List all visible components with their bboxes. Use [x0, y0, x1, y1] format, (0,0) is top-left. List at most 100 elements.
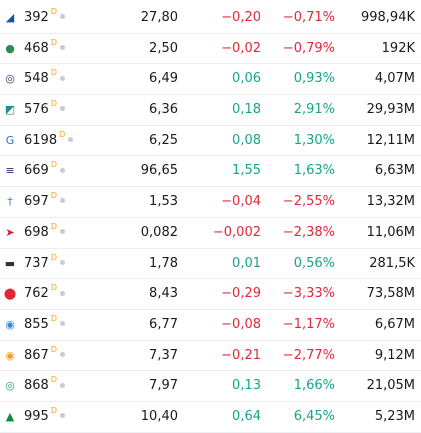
ticker-code[interactable]: 576 — [24, 102, 49, 118]
stock-table: ◢ 392 D 27,80 −0,20 −0,71% 998,94K ● 468 D 2,50 −0… — [0, 3, 421, 433]
ticker-code[interactable]: 6198 — [24, 132, 58, 148]
price-change: −0,04 — [221, 194, 261, 210]
delayed-badge: D — [50, 37, 57, 47]
table-row[interactable]: ◎ 868 D 7,97 0,13 1,66% 21,05M — [0, 371, 421, 402]
last-price: 8,43 — [149, 286, 178, 302]
green-drop-logo-icon: ● — [5, 41, 15, 55]
status-dot-icon — [60, 75, 65, 81]
ticker-code[interactable]: 737 — [24, 255, 49, 271]
status-dot-icon — [60, 14, 65, 20]
table-row[interactable]: G 6198 D 6,25 0,08 1,30% 12,11M — [0, 126, 421, 157]
price-change: −0,21 — [221, 347, 261, 363]
percent-change: 0,93% — [293, 71, 335, 87]
table-row[interactable]: ◉ 867 D 7,37 −0,21 −2,77% 9,12M — [0, 341, 421, 372]
table-row[interactable]: ◩ 576 D 6,36 0,18 2,91% 29,93M — [0, 95, 421, 126]
ticker-code[interactable]: 995 — [24, 408, 49, 424]
volume: 998,94K — [360, 10, 415, 25]
ticker-code[interactable]: 468 — [24, 40, 49, 56]
blue-eye-logo-icon: ◉ — [5, 317, 15, 331]
status-dot-icon — [60, 106, 65, 112]
ticker-code[interactable]: 868 — [24, 378, 49, 394]
percent-change: −2,77% — [282, 347, 335, 363]
volume: 11,06M — [366, 224, 415, 240]
table-row[interactable]: ➤ 698 D 0,082 −0,002 −2,38% 11,06M — [0, 218, 421, 249]
ticker-code[interactable]: 392 — [24, 10, 49, 25]
ticker-code[interactable]: 669 — [24, 163, 49, 179]
delayed-badge: D — [50, 405, 57, 415]
ticker-cell[interactable]: 548 D — [24, 64, 65, 94]
percent-change: 1,30% — [293, 132, 335, 148]
ticker-cell[interactable]: 762 D — [24, 279, 65, 309]
price-change: 0,64 — [232, 408, 261, 424]
ticker-code[interactable]: 855 — [24, 316, 49, 332]
delayed-badge: D — [50, 375, 57, 385]
delayed-badge: D — [50, 252, 57, 262]
status-dot-icon — [60, 382, 65, 388]
ticker-cell[interactable]: 468 D — [24, 34, 65, 64]
delayed-badge: D — [50, 7, 57, 16]
table-row[interactable]: ● 468 D 2,50 −0,02 −0,79% 192K — [0, 34, 421, 65]
ticker-cell[interactable]: 392 D — [24, 3, 65, 33]
last-price: 6,77 — [149, 316, 178, 332]
green-swirl-logo-icon: ◎ — [5, 379, 15, 393]
teal-square-logo-icon: ◩ — [4, 103, 16, 117]
table-row[interactable]: ◎ 548 D 6,49 0,06 0,93% 4,07M — [0, 64, 421, 96]
ticker-cell[interactable]: 6198 D — [24, 126, 74, 156]
status-dot-icon — [60, 229, 65, 235]
ticker-code[interactable]: 698 — [24, 224, 49, 240]
green-arrow-logo-icon: ▲ — [5, 409, 15, 423]
status-dot-icon — [60, 167, 65, 173]
percent-change: 0,56% — [293, 255, 335, 271]
price-change: 0,06 — [232, 71, 261, 87]
percent-change: 1,66% — [293, 378, 335, 394]
table-row[interactable]: ⬤ 762 D 8,43 −0,29 −3,33% 73,58M — [0, 279, 421, 310]
delayed-badge: D — [50, 99, 57, 109]
ticker-cell[interactable]: 698 D — [24, 218, 65, 248]
status-dot-icon — [60, 198, 65, 204]
red-circle-logo-icon: ⬤ — [3, 287, 17, 301]
percent-change: 2,91% — [293, 102, 335, 118]
volume: 9,12M — [374, 347, 415, 363]
ticker-cell[interactable]: 697 D — [24, 187, 65, 217]
ticker-code[interactable]: 867 — [24, 347, 49, 363]
price-change: 0,13 — [232, 378, 261, 394]
last-price: 6,36 — [149, 102, 178, 118]
price-change: −0,20 — [221, 10, 261, 25]
ticker-cell[interactable]: 855 D — [24, 310, 65, 340]
ticker-code[interactable]: 762 — [24, 286, 49, 302]
table-row[interactable]: ≡ 669 D 96,65 1,55 1,63% 6,63M — [0, 156, 421, 188]
last-price: 10,40 — [140, 408, 178, 424]
delayed-badge: D — [50, 221, 57, 231]
tti-logo-icon: ≡ — [5, 164, 15, 178]
percent-change: 1,63% — [293, 163, 335, 179]
volume: 6,67M — [374, 316, 415, 332]
table-row[interactable]: † 697 D 1,53 −0,04 −2,55% 13,32M — [0, 187, 421, 218]
ticker-cell[interactable]: 737 D — [24, 249, 65, 279]
status-dot-icon — [60, 321, 65, 327]
delayed-badge: D — [50, 160, 57, 170]
status-dot-icon — [60, 45, 65, 51]
last-price: 7,37 — [149, 347, 178, 363]
last-price: 1,78 — [149, 255, 178, 271]
figure-logo-icon: † — [7, 195, 13, 209]
table-row[interactable]: ◢ 392 D 27,80 −0,20 −0,71% 998,94K — [0, 3, 421, 34]
percent-change: 6,45% — [293, 408, 335, 424]
status-dot-icon — [60, 351, 65, 357]
ticker-cell[interactable]: 868 D — [24, 371, 65, 401]
ticker-cell[interactable]: 576 D — [24, 95, 65, 125]
ticker-code[interactable]: 548 — [24, 71, 49, 87]
table-row[interactable]: ▲ 995 D 10,40 0,64 6,45% 5,23M — [0, 402, 421, 433]
price-change: −0,002 — [212, 224, 261, 240]
table-row[interactable]: ◉ 855 D 6,77 −0,08 −1,17% 6,67M — [0, 310, 421, 341]
ticker-cell[interactable]: 867 D — [24, 341, 65, 371]
ticker-code[interactable]: 697 — [24, 194, 49, 210]
g-letter-logo-icon: G — [5, 133, 15, 147]
orange-ring-logo-icon: ◉ — [5, 348, 15, 362]
table-row[interactable]: ▬ 737 D 1,78 0,01 0,56% 281,5K — [0, 249, 421, 280]
ticker-cell[interactable]: 669 D — [24, 156, 65, 186]
volume: 13,32M — [366, 194, 415, 210]
price-change: 0,18 — [232, 102, 261, 118]
last-price: 6,25 — [149, 132, 178, 148]
ticker-cell[interactable]: 995 D — [24, 402, 65, 432]
status-dot-icon — [60, 413, 65, 419]
